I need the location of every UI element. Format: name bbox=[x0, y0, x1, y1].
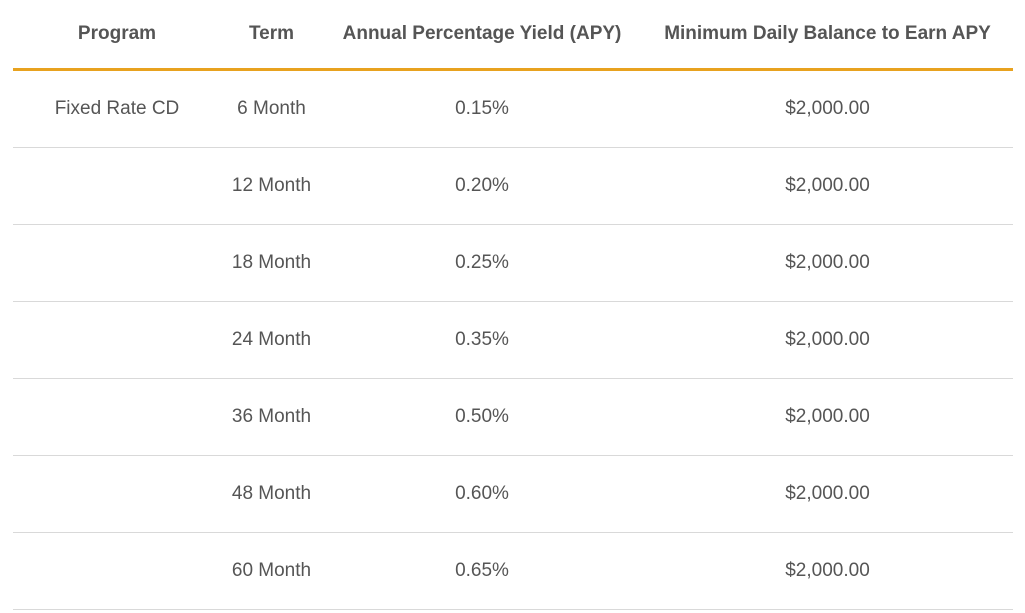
table-row: 12 Month 0.20% $2,000.00 bbox=[13, 147, 1013, 225]
cell-apy: 0.25% bbox=[322, 224, 642, 302]
cell-apy: 0.20% bbox=[322, 147, 642, 225]
cell-apy: 0.35% bbox=[322, 301, 642, 379]
table-row: 18 Month 0.25% $2,000.00 bbox=[13, 224, 1013, 302]
cell-program bbox=[13, 147, 221, 225]
cell-min-balance: $2,000.00 bbox=[642, 69, 1013, 148]
cell-term: 6 Month bbox=[221, 69, 322, 148]
cd-rates-table-container: Program Term Annual Percentage Yield (AP… bbox=[13, 0, 1013, 610]
cell-term: 18 Month bbox=[221, 224, 322, 302]
header-min-balance: Minimum Daily Balance to Earn APY bbox=[642, 0, 1013, 71]
cell-apy: 0.50% bbox=[322, 378, 642, 456]
table-row: 24 Month 0.35% $2,000.00 bbox=[13, 301, 1013, 379]
header-program: Program bbox=[13, 0, 221, 71]
cell-min-balance: $2,000.00 bbox=[642, 147, 1013, 225]
cd-rates-table: Program Term Annual Percentage Yield (AP… bbox=[13, 0, 1013, 610]
cell-min-balance: $2,000.00 bbox=[642, 455, 1013, 533]
cell-term: 60 Month bbox=[221, 532, 322, 610]
header-row: Program Term Annual Percentage Yield (AP… bbox=[13, 0, 1013, 71]
cell-program bbox=[13, 301, 221, 379]
table-row: 60 Month 0.65% $2,000.00 bbox=[13, 532, 1013, 610]
cell-program: Fixed Rate CD bbox=[13, 69, 221, 148]
cell-term: 24 Month bbox=[221, 301, 322, 379]
cell-min-balance: $2,000.00 bbox=[642, 301, 1013, 379]
cell-apy: 0.65% bbox=[322, 532, 642, 610]
table-row: Fixed Rate CD 6 Month 0.15% $2,000.00 bbox=[13, 69, 1013, 148]
cell-min-balance: $2,000.00 bbox=[642, 532, 1013, 610]
cell-term: 36 Month bbox=[221, 378, 322, 456]
cell-min-balance: $2,000.00 bbox=[642, 224, 1013, 302]
table-row: 48 Month 0.60% $2,000.00 bbox=[13, 455, 1013, 533]
cell-program bbox=[13, 455, 221, 533]
cell-apy: 0.15% bbox=[322, 69, 642, 148]
cell-program bbox=[13, 532, 221, 610]
cell-min-balance: $2,000.00 bbox=[642, 378, 1013, 456]
cell-term: 12 Month bbox=[221, 147, 322, 225]
header-apy: Annual Percentage Yield (APY) bbox=[322, 0, 642, 71]
cell-program bbox=[13, 224, 221, 302]
table-header: Program Term Annual Percentage Yield (AP… bbox=[13, 0, 1013, 71]
cell-apy: 0.60% bbox=[322, 455, 642, 533]
table-row: 36 Month 0.50% $2,000.00 bbox=[13, 378, 1013, 456]
cell-term: 48 Month bbox=[221, 455, 322, 533]
cell-program bbox=[13, 378, 221, 456]
header-term: Term bbox=[221, 0, 322, 71]
table-body: Fixed Rate CD 6 Month 0.15% $2,000.00 12… bbox=[13, 69, 1013, 610]
